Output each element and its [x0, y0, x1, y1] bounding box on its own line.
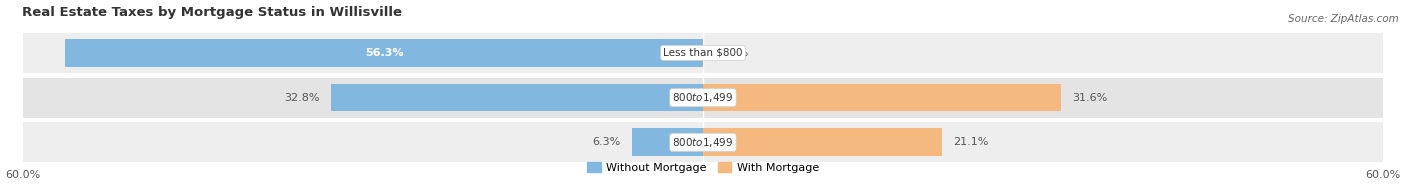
Bar	[65, 39, 703, 67]
Bar	[22, 78, 1384, 118]
Text: 56.3%: 56.3%	[364, 48, 404, 58]
Bar	[631, 129, 703, 156]
Text: Less than $800: Less than $800	[664, 48, 742, 58]
Text: 31.6%: 31.6%	[1073, 93, 1108, 103]
Bar	[703, 129, 942, 156]
Text: 21.1%: 21.1%	[953, 137, 988, 147]
Bar	[22, 122, 1384, 162]
Bar	[332, 84, 703, 112]
Text: 6.3%: 6.3%	[592, 137, 620, 147]
Bar	[703, 84, 1062, 112]
Text: 32.8%: 32.8%	[284, 93, 321, 103]
Text: Source: ZipAtlas.com: Source: ZipAtlas.com	[1288, 14, 1399, 24]
Text: 0.0%: 0.0%	[720, 48, 748, 58]
Legend: Without Mortgage, With Mortgage: Without Mortgage, With Mortgage	[588, 162, 818, 173]
Text: $800 to $1,499: $800 to $1,499	[672, 91, 734, 104]
Text: $800 to $1,499: $800 to $1,499	[672, 136, 734, 149]
Text: Real Estate Taxes by Mortgage Status in Willisville: Real Estate Taxes by Mortgage Status in …	[22, 5, 402, 19]
Bar	[22, 33, 1384, 73]
